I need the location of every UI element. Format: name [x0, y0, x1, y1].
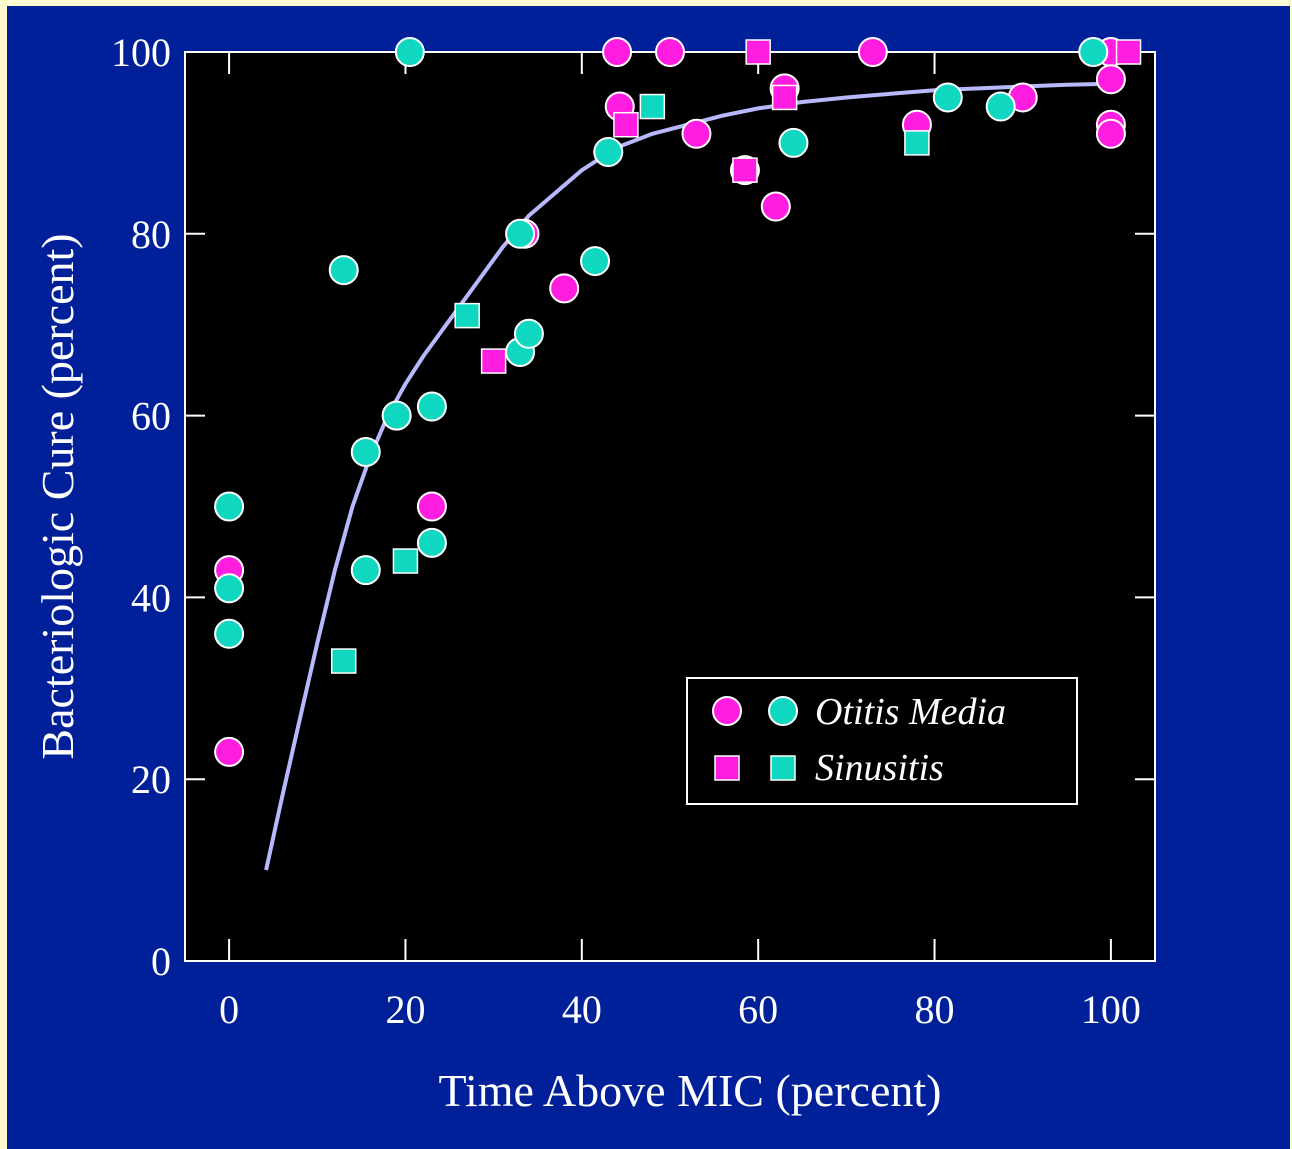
slide-background: 0 20 40 60 80 100 0 20 40 60 80 100 Otitis Media Si…: [7, 6, 1290, 1149]
legend-marker-circle-teal: [768, 696, 798, 726]
legend-markers: [712, 696, 798, 781]
data-point-square-magenta: [613, 111, 639, 138]
legend: Otitis Media Sinusitis: [686, 677, 1078, 805]
data-point-square-magenta: [480, 348, 507, 374]
data-point-circle-teal: [328, 255, 359, 286]
fit-curve: [264, 81, 1111, 871]
y-axis-title: Bacteriologic Cure (percent): [32, 233, 83, 759]
data-point-circle-magenta: [1095, 118, 1126, 149]
data-point-square-teal: [330, 648, 357, 674]
data-point-circle-teal: [580, 246, 611, 277]
y-tick-label: 0: [151, 939, 171, 984]
data-point-square-teal: [392, 548, 419, 574]
tick-labels: 0 20 40 60 80 100 0 20 40 60 80 100: [111, 30, 1141, 1032]
data-point-circle-teal: [505, 218, 536, 249]
data-point-circle-teal: [985, 91, 1016, 122]
data-point-circle-teal: [214, 618, 245, 649]
y-tick-label: 40: [131, 575, 171, 620]
y-tick-label: 20: [131, 757, 171, 802]
scatter-chart: 0 20 40 60 80 100 0 20 40 60 80 100 Otitis Media Si…: [32, 30, 1156, 1116]
data-point-circle-teal: [394, 37, 425, 67]
data-point-square-teal: [639, 93, 666, 120]
data-point-square-magenta: [732, 157, 758, 183]
data-point-square-magenta: [745, 39, 771, 65]
data-point-circle-teal: [416, 391, 447, 422]
x-tick-label: 60: [738, 987, 778, 1032]
legend-box: [686, 677, 1078, 805]
legend-label-sinusitis: Sinusitis: [815, 747, 944, 789]
data-point-circle-magenta: [681, 118, 712, 149]
legend-label-otitis-media: Otitis Media: [815, 691, 1006, 733]
data-point-circle-teal: [214, 573, 245, 604]
data-point-circle-teal: [593, 136, 624, 167]
x-tick-label: 80: [915, 987, 955, 1032]
data-point-circle-teal: [932, 82, 963, 113]
x-tick-label: 40: [562, 987, 602, 1032]
data-point-square-teal: [904, 130, 930, 156]
y-tick-label: 60: [131, 394, 171, 439]
data-point-circle-magenta: [1095, 64, 1126, 95]
data-point-circle-teal: [214, 491, 245, 522]
data-point-circle-teal: [350, 555, 381, 586]
x-tick-label: 0: [219, 987, 239, 1032]
x-tick-label: 20: [385, 987, 425, 1032]
data-point-circle-magenta: [857, 37, 888, 67]
data-point-circle-teal: [1078, 37, 1109, 67]
data-point-circle-magenta: [416, 491, 447, 522]
legend-marker-circle-magenta: [712, 696, 742, 726]
legend-marker-square-teal: [770, 755, 796, 781]
data-point-circle-magenta: [602, 37, 633, 67]
plot-area: [184, 51, 1156, 962]
data-markers: [214, 37, 1142, 767]
data-point-square-magenta: [771, 84, 798, 111]
y-tick-label: 80: [131, 212, 171, 257]
data-point-square-teal: [454, 302, 480, 329]
data-point-circle-teal: [513, 318, 544, 349]
data-point-circle-teal: [778, 127, 809, 158]
data-point-circle-magenta: [655, 37, 685, 67]
data-point-circle-teal: [381, 400, 412, 431]
x-axis-title: Time Above MIC (percent): [439, 1065, 942, 1116]
data-point-circle-magenta: [760, 191, 791, 222]
data-point-square-magenta: [1115, 39, 1142, 65]
x-tick-label: 100: [1081, 987, 1141, 1032]
y-tick-label: 100: [111, 30, 171, 75]
legend-marker-square-magenta: [714, 755, 740, 781]
data-point-circle-magenta: [549, 273, 580, 304]
data-point-circle-teal: [350, 436, 381, 467]
data-point-circle-teal: [416, 527, 447, 558]
data-point-circle-magenta: [214, 736, 245, 767]
